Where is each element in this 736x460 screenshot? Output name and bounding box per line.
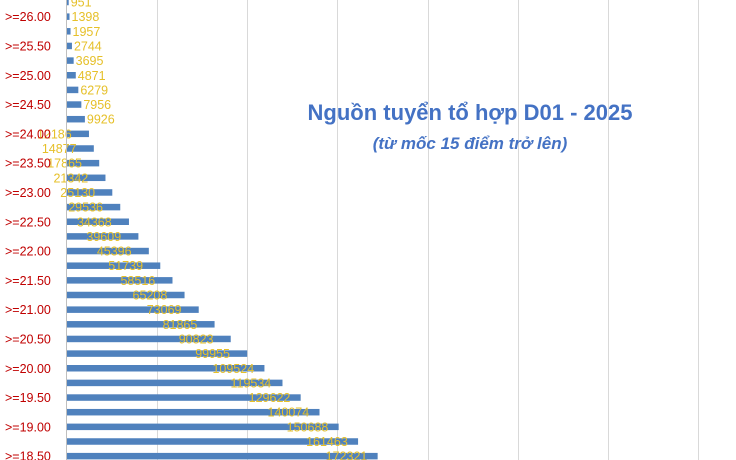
bar xyxy=(67,247,149,255)
category-label: >=20.50 xyxy=(5,332,51,346)
value-label: 119534 xyxy=(230,376,271,390)
value-label: 9926 xyxy=(87,113,115,127)
bar xyxy=(67,174,106,182)
value-label: 73069 xyxy=(147,303,182,317)
bar xyxy=(67,291,185,299)
value-label: 58516 xyxy=(120,274,155,288)
chart-subtitle: (từ mốc 15 điểm trở lên) xyxy=(372,134,568,153)
category-label: >=25.00 xyxy=(5,69,51,83)
value-label: 65208 xyxy=(133,289,168,303)
bar xyxy=(67,203,121,211)
bar xyxy=(67,408,320,416)
bar xyxy=(67,13,70,20)
category-label: >=19.50 xyxy=(5,391,51,405)
value-label: 17865 xyxy=(47,157,82,171)
value-label: 99955 xyxy=(195,347,230,361)
bar xyxy=(67,115,85,123)
value-label: 129622 xyxy=(249,391,291,405)
bar xyxy=(67,101,82,108)
category-label: >=24.50 xyxy=(5,98,51,112)
value-label: 34368 xyxy=(77,215,112,229)
category-label: >=22.00 xyxy=(5,245,51,259)
category-label: >=24.00 xyxy=(5,127,51,141)
bar xyxy=(67,335,231,343)
category-label: >=18.50 xyxy=(5,450,51,460)
bar xyxy=(67,423,339,431)
value-label: 6279 xyxy=(80,83,108,97)
bar xyxy=(67,0,69,6)
bar xyxy=(67,262,161,269)
bar xyxy=(67,394,301,401)
value-label: 150688 xyxy=(287,420,329,434)
value-label: 7956 xyxy=(83,98,111,112)
bar xyxy=(67,145,94,152)
category-label: >=21.00 xyxy=(5,303,51,317)
bar xyxy=(67,130,89,138)
bar xyxy=(67,218,129,225)
category-label: >=25.50 xyxy=(5,39,51,53)
bar xyxy=(67,306,199,313)
bar xyxy=(67,189,113,196)
value-label: 81865 xyxy=(163,318,198,332)
bar xyxy=(67,365,265,372)
value-label: 161463 xyxy=(306,435,348,449)
chart-title: Nguồn tuyển tổ hợp D01 - 2025 xyxy=(307,100,633,125)
value-label: 51739 xyxy=(108,259,143,273)
category-label: >=23.00 xyxy=(5,186,51,200)
value-label: 39609 xyxy=(86,230,121,244)
value-label: 172321 xyxy=(326,450,368,460)
bar xyxy=(67,321,215,328)
bars xyxy=(67,0,378,460)
value-label: 90823 xyxy=(179,332,214,346)
category-label: >=23.50 xyxy=(5,157,51,171)
value-label: 12186 xyxy=(37,127,72,141)
bar xyxy=(67,28,71,35)
bar xyxy=(67,379,283,387)
bar xyxy=(67,57,74,64)
value-label: 1957 xyxy=(73,25,101,39)
value-label: 4871 xyxy=(78,69,106,83)
bar xyxy=(67,233,139,240)
bar xyxy=(67,42,72,50)
bar xyxy=(67,350,248,357)
value-label: 3695 xyxy=(76,54,104,68)
category-label: >=26.00 xyxy=(5,10,51,24)
value-label: 140074 xyxy=(268,406,310,420)
value-label: 45396 xyxy=(97,245,132,259)
value-label: 14877 xyxy=(42,142,77,156)
bar xyxy=(67,86,79,94)
value-label: 25130 xyxy=(60,186,95,200)
bar xyxy=(67,72,76,79)
category-label: >=19.00 xyxy=(5,420,51,434)
bar xyxy=(67,438,359,445)
bar xyxy=(67,452,378,460)
value-label: 21342 xyxy=(53,171,88,185)
value-label: 951 xyxy=(71,0,92,10)
category-labels: >=26.00 >=25.50 >=25.00 >=24.50 >=24.00 >=23.… xyxy=(5,10,51,460)
bar xyxy=(67,277,173,284)
category-label: >=20.00 xyxy=(5,362,51,376)
value-label: 29536 xyxy=(68,201,103,215)
value-label: 109524 xyxy=(212,362,254,376)
value-label: 1398 xyxy=(72,10,100,24)
bar xyxy=(67,159,100,167)
category-label: >=21.50 xyxy=(5,274,51,288)
value-label: 2744 xyxy=(74,39,102,53)
gridlines xyxy=(157,0,699,460)
category-label: >=22.50 xyxy=(5,215,51,229)
